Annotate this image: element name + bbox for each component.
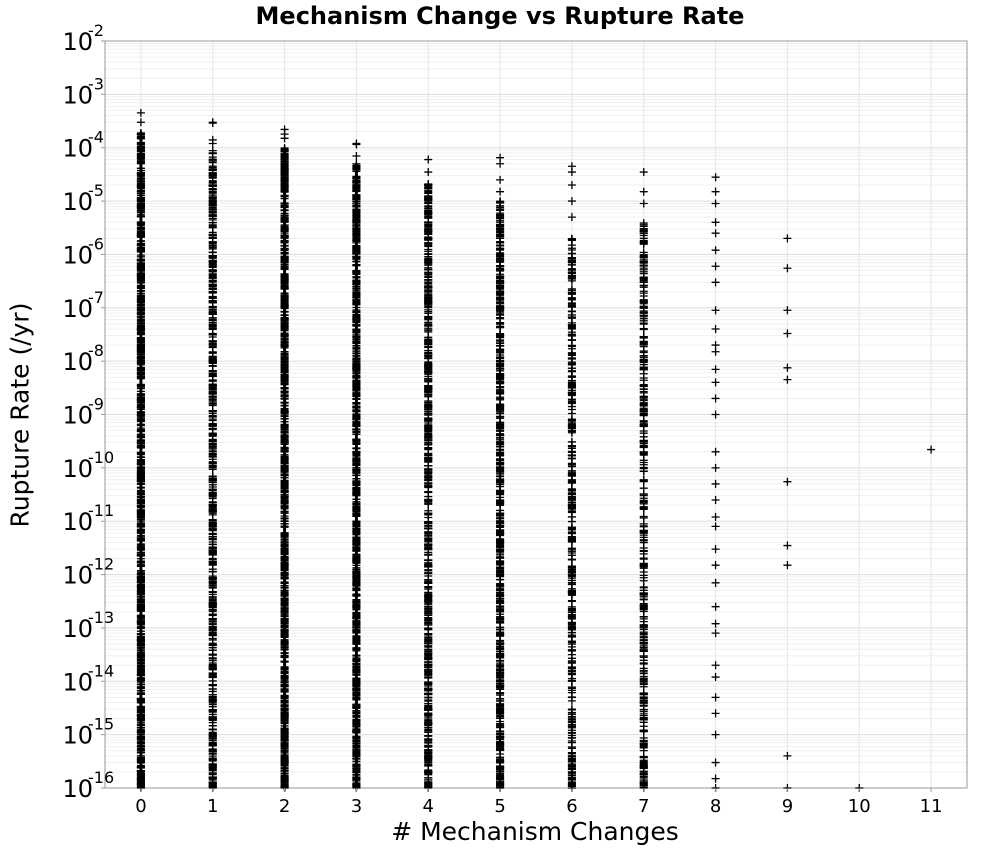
data-point [136, 619, 145, 628]
data-point [136, 655, 145, 664]
data-point [424, 155, 433, 164]
data-point [424, 761, 433, 770]
data-point [136, 436, 145, 445]
data-point [136, 205, 145, 214]
data-point [136, 197, 145, 206]
data-point [208, 329, 217, 338]
data-point [136, 372, 145, 381]
data-point [136, 569, 145, 578]
data-point [136, 499, 145, 508]
data-point [136, 118, 145, 127]
x-axis-label: # Mechanism Changes [391, 817, 679, 846]
data-point [136, 542, 145, 551]
chart-title: Mechanism Change vs Rupture Rate [255, 2, 745, 30]
data-point [136, 663, 145, 672]
data-point [136, 130, 145, 139]
data-point [136, 464, 145, 473]
data-point [136, 633, 145, 642]
data-point [136, 382, 145, 391]
data-point [208, 706, 217, 715]
data-point [136, 232, 145, 241]
data-point [136, 240, 145, 249]
data-point [496, 431, 505, 440]
data-point [496, 558, 505, 567]
data-point [136, 333, 145, 342]
data-point [424, 234, 433, 243]
data-point [136, 475, 145, 484]
data-point [208, 188, 217, 197]
data-point [136, 142, 145, 151]
data-point [136, 225, 145, 234]
data-point [136, 424, 145, 433]
data-point [136, 155, 145, 164]
data-point [136, 734, 145, 743]
data-point [136, 271, 145, 280]
data-point [136, 415, 145, 424]
data-point [208, 348, 217, 357]
data-point [136, 686, 145, 695]
data-point [136, 774, 145, 782]
data-point [280, 349, 289, 358]
data-point [136, 707, 145, 716]
data-point [136, 676, 145, 685]
data-point [208, 139, 217, 148]
grid [105, 41, 967, 789]
data-point [136, 403, 145, 412]
data-point [136, 560, 145, 569]
data-point [136, 395, 145, 404]
data-point [136, 521, 145, 530]
data-point [136, 488, 145, 497]
data-point [136, 535, 145, 544]
data-points [136, 108, 936, 792]
data-point [208, 119, 217, 128]
data-point [136, 604, 145, 613]
data-point [496, 159, 505, 168]
data-point [280, 134, 289, 143]
data-point [136, 247, 145, 256]
data-point [280, 657, 289, 666]
data-point [136, 449, 145, 458]
data-point [136, 301, 145, 310]
data-point [496, 175, 505, 184]
data-point [352, 201, 361, 210]
data-point [136, 754, 145, 763]
data-point [136, 586, 145, 595]
data-point [496, 187, 505, 196]
data-point [136, 457, 145, 466]
data-point [136, 255, 145, 264]
data-point [136, 507, 145, 516]
data-point [136, 291, 145, 300]
data-point [136, 108, 145, 117]
data-point [136, 180, 145, 189]
data-point [136, 356, 145, 365]
